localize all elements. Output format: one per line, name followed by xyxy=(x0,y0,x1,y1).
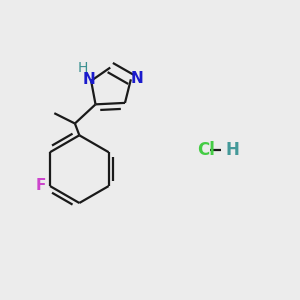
Text: Cl: Cl xyxy=(197,141,215,159)
Text: F: F xyxy=(36,178,46,193)
Text: N: N xyxy=(82,72,95,87)
Text: H: H xyxy=(78,61,88,75)
Text: N: N xyxy=(131,71,144,86)
Text: H: H xyxy=(225,141,239,159)
